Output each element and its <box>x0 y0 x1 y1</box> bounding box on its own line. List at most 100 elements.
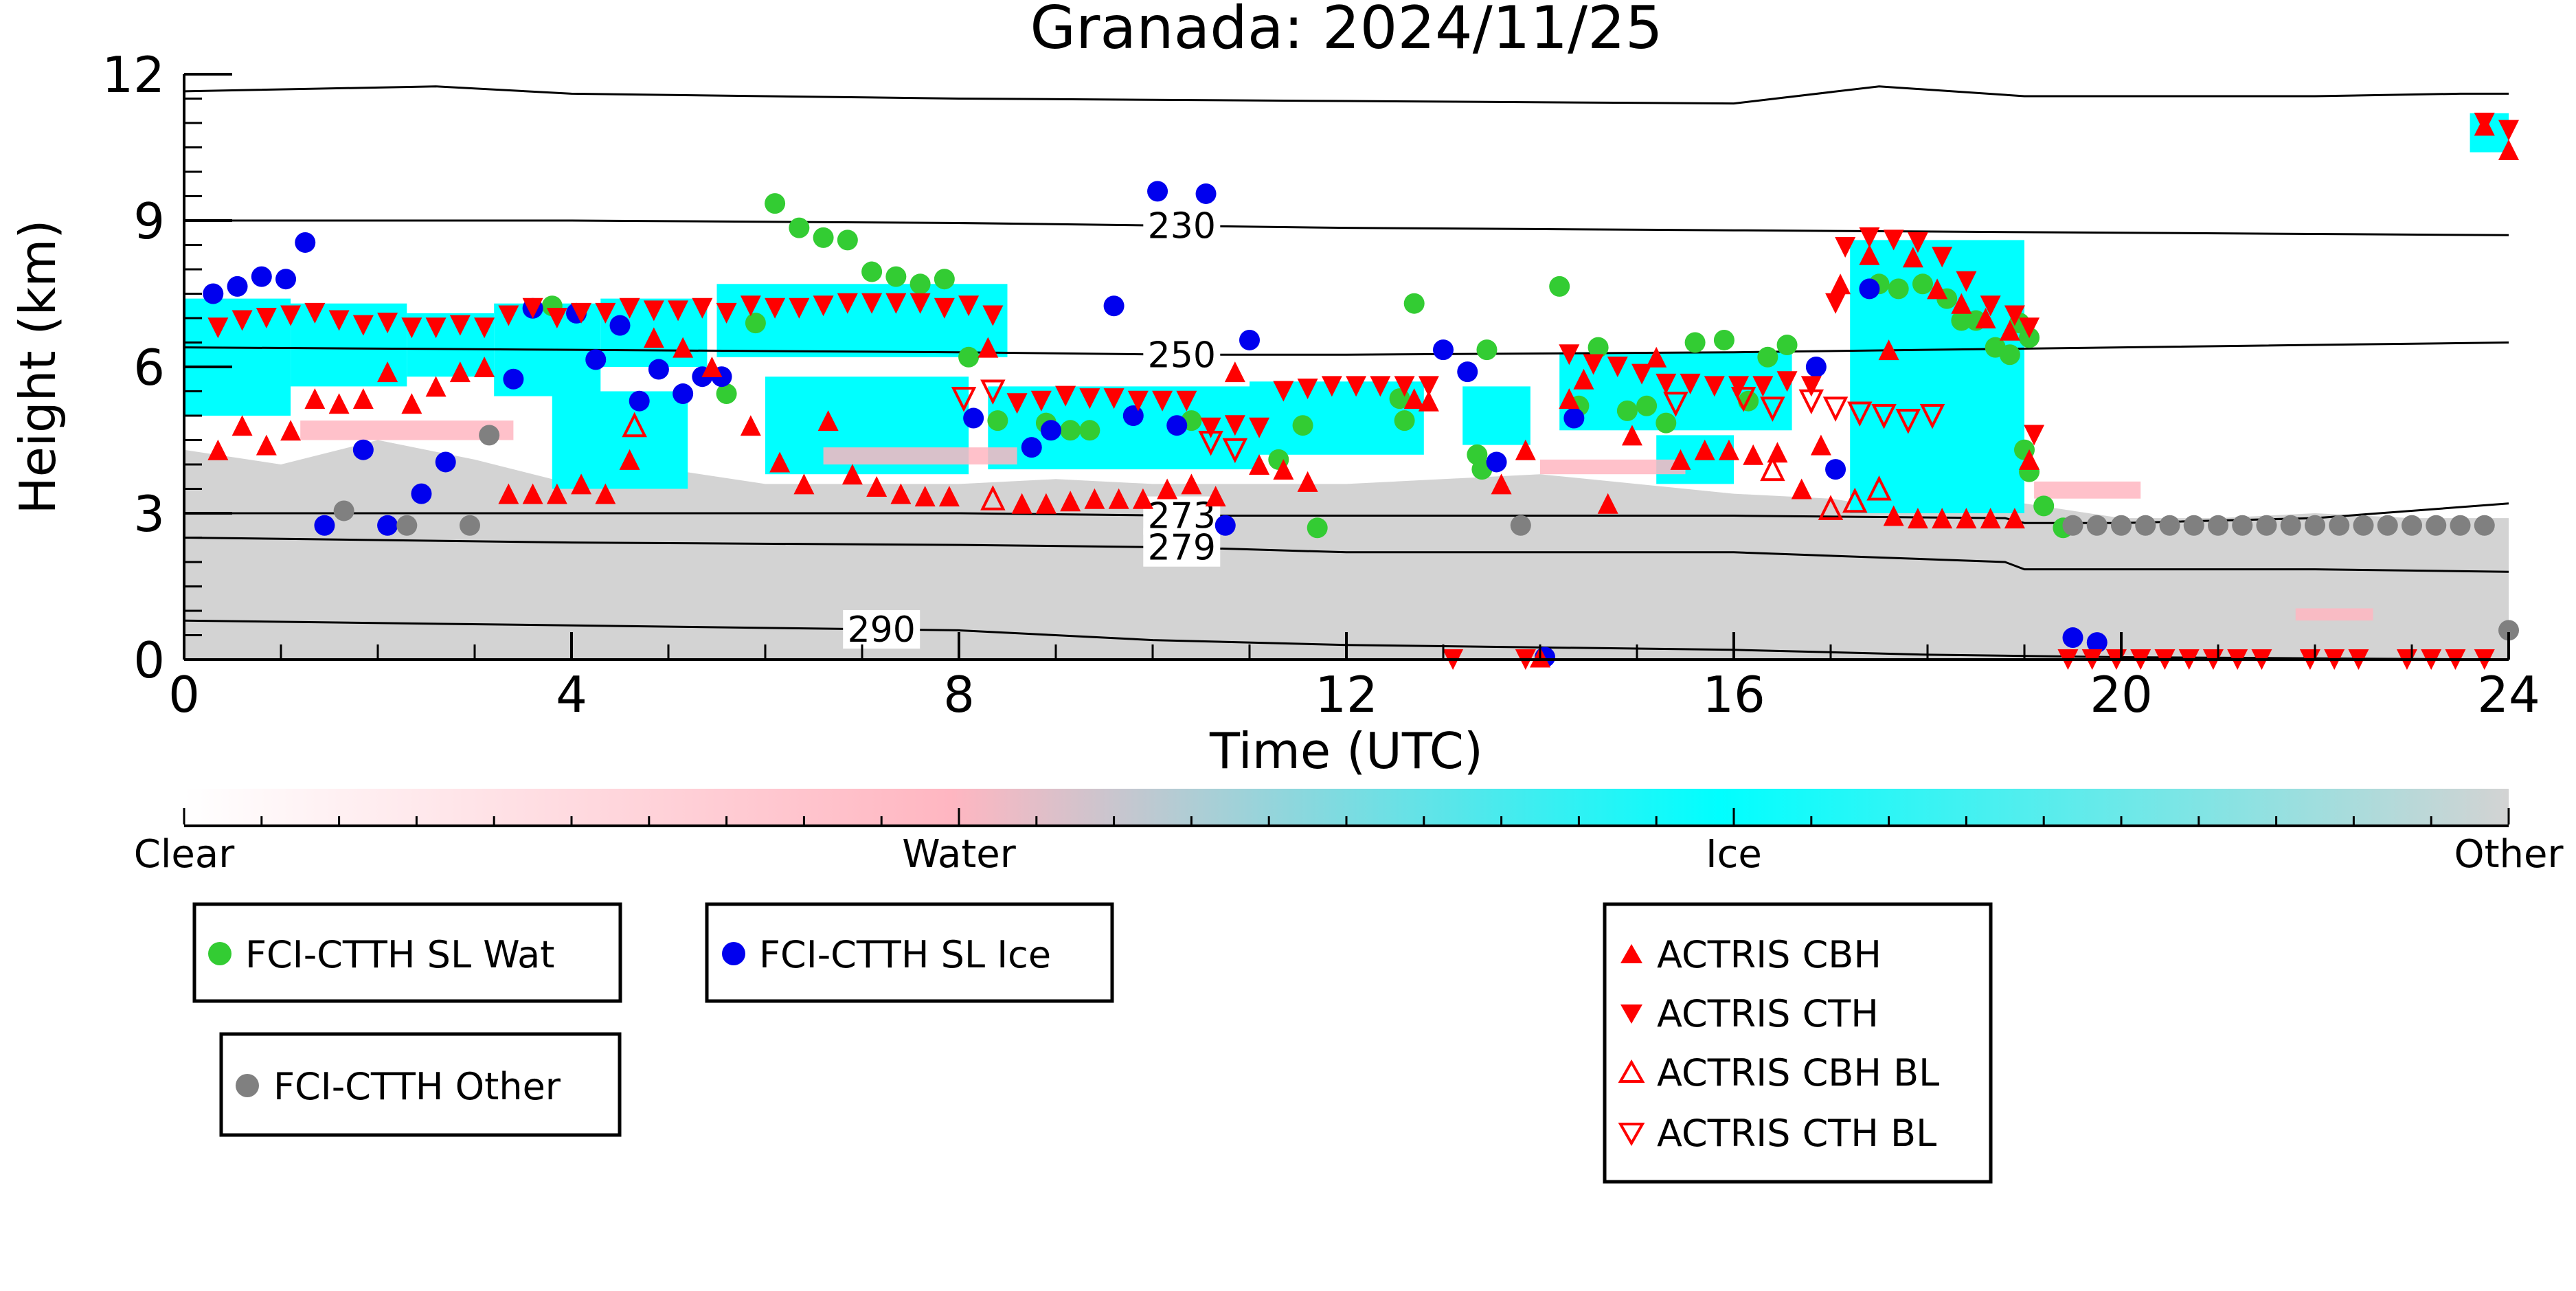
marker-fci-ctth-other <box>2232 515 2253 536</box>
marker-actris-cth <box>668 300 689 322</box>
x-tick-label: 4 <box>556 666 587 723</box>
marker-fci-ctth-sl-ice <box>251 266 272 287</box>
marker-actris-cbh <box>280 420 302 441</box>
marker-fci-ctth-sl-wat <box>813 227 834 248</box>
marker-actris-cth <box>1980 295 2001 317</box>
water-cloud-region <box>2295 608 2373 621</box>
marker-actris-cbh <box>1205 486 1226 507</box>
marker-actris-cbh <box>1132 488 1153 509</box>
marker-actris-cth <box>1752 376 1774 397</box>
marker-actris-cth <box>352 315 374 336</box>
legend-box <box>1603 902 1993 1184</box>
marker-fci-ctth-sl-ice <box>275 269 297 290</box>
marker-fci-ctth-sl-wat <box>861 261 883 282</box>
x-tick-label: 0 <box>168 666 200 723</box>
marker-actris-cbh <box>1951 293 1972 314</box>
marker-fci-ctth-other <box>2450 515 2471 536</box>
marker-actris-cbh <box>1273 459 1294 480</box>
marker-actris-cbh <box>1084 488 1105 509</box>
marker-fci-ctth-sl-ice <box>1433 339 1454 361</box>
marker-actris-cth <box>1321 376 1342 397</box>
marker-fci-ctth-sl-wat <box>1951 310 1972 331</box>
isotherm-label: 230 <box>1148 206 1216 247</box>
axis-ticks: 0 3 6 9 12 0 4 8 12 16 20 24 <box>102 46 2540 723</box>
marker-actris-cth <box>304 302 326 324</box>
marker-actris-cbh <box>207 439 229 460</box>
legend-label-wat: FCI-CTTH SL Wat <box>245 933 554 976</box>
marker-actris-cth <box>1559 344 1580 366</box>
marker-actris-cbh <box>571 473 592 495</box>
marker-fci-ctth-sl-wat <box>837 229 858 251</box>
marker-actris-cth <box>1176 390 1197 412</box>
marker-actris-cth <box>1152 390 1173 412</box>
colorbar-label-other: Other <box>2454 832 2564 877</box>
colorbar-ticks <box>183 808 2510 824</box>
marker-actris-cth <box>280 305 302 326</box>
marker-actris-cth <box>522 298 543 319</box>
marker-actris-cth-bl <box>1798 389 1824 415</box>
marker-actris-cth <box>909 293 931 314</box>
marker-actris-cth <box>1055 385 1076 407</box>
ice-cloud-region <box>1462 386 1530 445</box>
marker-actris-cbh <box>1515 439 1536 460</box>
marker-fci-ctth-other <box>2280 515 2301 536</box>
marker-actris-cbh <box>1791 478 1812 499</box>
marker-fci-ctth-sl-wat <box>1394 410 1415 431</box>
marker-actris-cbh <box>546 483 567 504</box>
marker-actris-cbh <box>2019 449 2040 470</box>
marker-fci-ctth-sl-wat <box>1307 517 1328 539</box>
marker-fci-ctth-sl-ice <box>629 390 650 412</box>
marker-fci-ctth-sl-ice <box>435 451 456 473</box>
marker-fci-ctth-sl-ice <box>227 276 248 297</box>
marker-fci-ctth-other <box>1510 515 1531 536</box>
marker-actris-cth <box>934 298 955 319</box>
colorbar: Clear Water Ice Other <box>134 789 2564 877</box>
marker-fci-ctth-sl-ice <box>1825 459 1846 480</box>
marker-actris-cbh <box>377 361 398 383</box>
marker-actris-cbh <box>1743 444 1764 465</box>
marker-actris-cbh <box>2498 139 2519 161</box>
marker-actris-cth <box>498 305 519 326</box>
marker-actris-cbh <box>1573 368 1594 390</box>
marker-fci-ctth-sl-wat <box>909 273 931 295</box>
marker-fci-ctth-other <box>2402 515 2422 536</box>
marker-actris-cth-bl <box>1222 438 1248 464</box>
marker-actris-cbh <box>1157 478 1178 499</box>
colorbar-label-ice: Ice <box>1706 832 1762 877</box>
marker-actris-cbh <box>1249 454 1270 475</box>
y-axis-label: Height (km) <box>9 220 67 515</box>
marker-actris-cth <box>692 298 713 319</box>
legend-label-cbh: ACTRIS CBH <box>1657 933 1882 976</box>
marker-actris-cbh <box>231 415 253 436</box>
marker-fci-ctth-sl-ice <box>2086 632 2108 653</box>
marker-actris-cth <box>1418 376 1439 397</box>
marker-actris-cth-bl <box>1730 387 1756 412</box>
marker-fci-ctth-sl-wat <box>1912 273 1933 295</box>
water-cloud-region <box>300 420 514 440</box>
marker-actris-cth <box>1249 417 1270 438</box>
marker-fci-ctth-sl-ice <box>648 359 669 380</box>
marker-actris-cth <box>861 293 883 314</box>
ice-cloud-region <box>552 391 688 489</box>
marker-actris-cth <box>328 310 350 331</box>
marker-actris-cbh-bl <box>1842 487 1868 513</box>
isotherm-label-bg <box>843 609 920 649</box>
marker-actris-cth <box>1297 378 1318 399</box>
marker-actris-cth <box>1394 376 1415 397</box>
marker-actris-cbh <box>1418 390 1439 412</box>
marker-actris-cbh <box>866 475 888 497</box>
marker-actris-cbh <box>1932 508 1953 529</box>
marker-fci-ctth-sl-wat <box>765 193 786 214</box>
marker-actris-cbh <box>1694 439 1715 460</box>
marker-actris-cbh <box>328 393 350 414</box>
marker-actris-cbh <box>1830 273 1851 295</box>
marker-fci-ctth-sl-wat <box>1079 420 1100 441</box>
marker-actris-cth <box>1200 417 1221 438</box>
marker-actris-cth <box>2474 113 2495 133</box>
marker-actris-cbh <box>1810 434 1831 456</box>
marker-actris-cbh <box>1670 449 1691 470</box>
marker-actris-cbh <box>425 376 447 397</box>
legend-marker-cbh-bl <box>1618 1059 1645 1083</box>
marker-actris-cth-bl <box>1847 401 1873 427</box>
